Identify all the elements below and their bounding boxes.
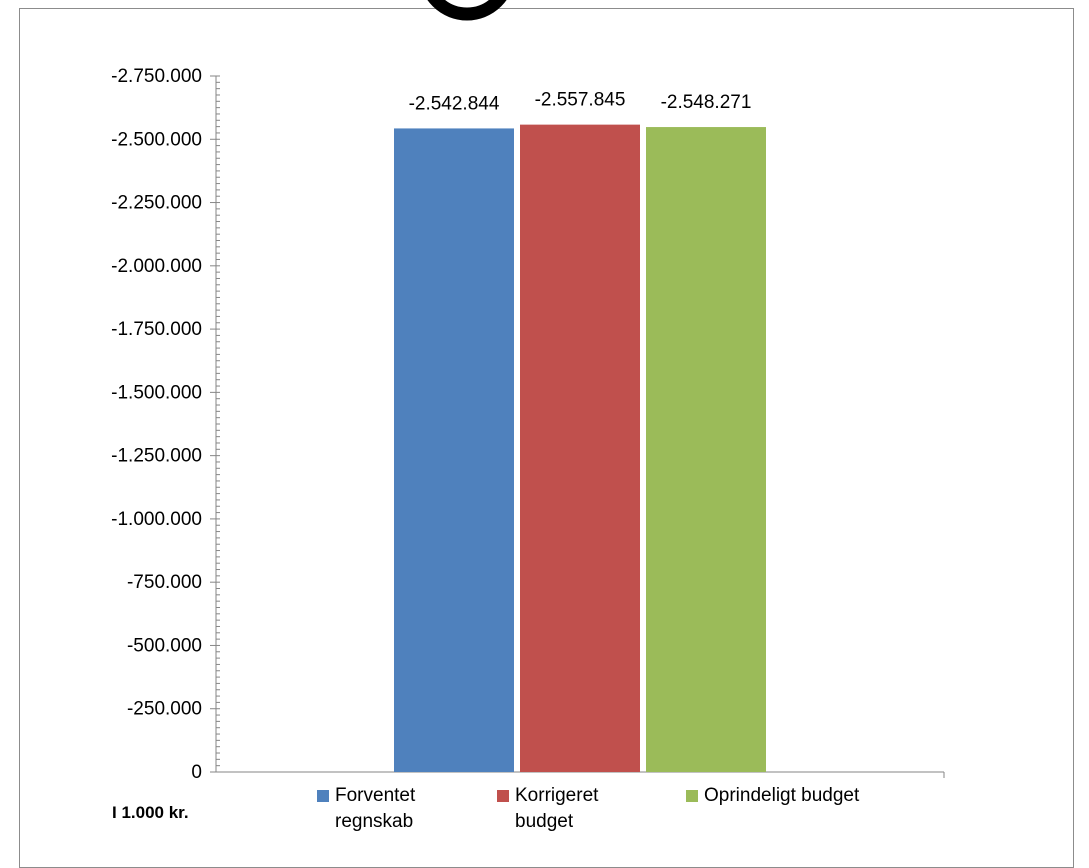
y-tick-label: -1.000.000 <box>111 509 202 530</box>
legend-item-korrigeret-budget: Korrigeret budget <box>497 783 598 835</box>
legend-item-oprindeligt-budget: Oprindeligt budget <box>686 783 859 809</box>
bar <box>520 124 640 772</box>
bar <box>646 127 766 772</box>
y-tick-label: -2.750.000 <box>111 66 202 87</box>
y-tick-label: -2.000.000 <box>111 256 202 277</box>
data-label: -2.548.271 <box>661 92 752 113</box>
legend-label: Korrigeret budget <box>515 785 599 832</box>
y-tick-label: -750.000 <box>127 572 202 593</box>
y-tick-label: -1.750.000 <box>111 319 202 340</box>
y-tick-label: 0 <box>191 762 202 783</box>
y-tick-label: -2.250.000 <box>111 193 202 214</box>
legend-swatch <box>317 790 329 802</box>
legend-label: Oprindeligt budget <box>704 785 860 806</box>
title-glyph-fragment <box>427 0 507 21</box>
data-label: -2.557.845 <box>535 90 626 111</box>
y-tick-label: -1.500.000 <box>111 382 202 403</box>
legend-swatch <box>686 790 698 802</box>
legend-label: Forventet regnskab <box>335 785 416 832</box>
legend-swatch <box>497 790 509 802</box>
y-tick-label: -1.250.000 <box>111 446 202 467</box>
bar <box>394 128 514 772</box>
legend-item-forventet-regnskab: Forventet regnskab <box>317 783 415 835</box>
y-tick-label: -250.000 <box>127 699 202 720</box>
data-label: -2.542.844 <box>409 93 500 114</box>
y-tick-label: -500.000 <box>127 635 202 656</box>
y-tick-label: -2.500.000 <box>111 129 202 150</box>
unit-label: I 1.000 kr. <box>112 803 189 822</box>
